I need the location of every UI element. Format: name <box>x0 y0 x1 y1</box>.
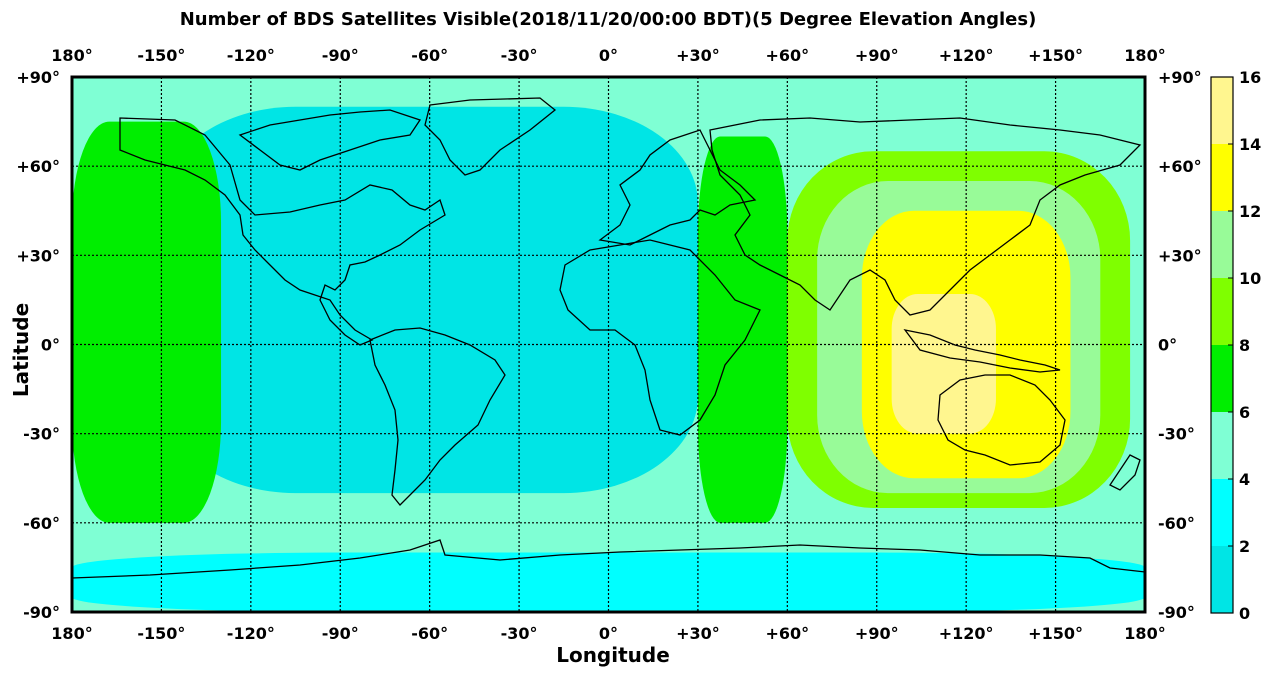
colorbar-tick-label: 16 <box>1239 68 1261 87</box>
lon-tick-label-top: 180° <box>51 46 92 65</box>
north-america-outline <box>119 117 446 346</box>
lat-tick-label-right: -90° <box>1158 603 1195 622</box>
colorbar-tick-labels: 0 2 4 6 8 10 12 14 16 <box>1228 68 1261 623</box>
lat-tick-label-right: +30° <box>1158 246 1202 265</box>
lat-tick-label-left: -90° <box>23 603 60 622</box>
lon-tick-label-top: +30° <box>676 46 720 65</box>
indonesia-outline <box>903 329 1061 373</box>
lon-tick-label-bottom: 180° <box>51 624 92 643</box>
x-axis-label: Longitude <box>556 643 670 667</box>
y-tick-labels-right: +90° +60° +30° 0° -30° -60° -90° <box>1158 68 1202 622</box>
x-tick-labels-bottom: 180° -150° -120° -90° -60° -30° 0° +30° +60° +90°… <box>51 624 1165 643</box>
antarctica-outline <box>72 539 1145 579</box>
lat-tick-label-right: -30° <box>1158 425 1195 444</box>
lon-tick-label-top: +90° <box>855 46 899 65</box>
lon-tick-label-bottom: -90° <box>322 624 359 643</box>
lon-tick-label-top: 0° <box>599 46 618 65</box>
lon-tick-label-top: +150° <box>1028 46 1083 65</box>
colorbar <box>1210 76 1234 614</box>
lon-tick-label-top: -120° <box>227 46 275 65</box>
lon-tick-label-bottom: +150° <box>1028 624 1083 643</box>
colorbar-segment <box>1211 546 1233 613</box>
lon-tick-label-top: -150° <box>137 46 185 65</box>
heatmap-region-7 <box>891 293 996 434</box>
lon-tick-label-bottom: -60° <box>411 624 448 643</box>
colorbar-segment <box>1211 77 1233 144</box>
lat-tick-label-left: +90° <box>16 68 60 87</box>
lon-tick-label-bottom: 0° <box>599 624 618 643</box>
chart-title: Number of BDS Satellites Visible(2018/11… <box>180 9 1037 30</box>
colorbar-segment <box>1211 278 1233 345</box>
lon-tick-label-top: -60° <box>411 46 448 65</box>
colorbar-tick-label: 8 <box>1239 336 1250 355</box>
lat-tick-label-right: 0° <box>1158 336 1177 355</box>
lat-tick-label-left: +60° <box>16 157 60 176</box>
lon-tick-label-bottom: 180° <box>1124 624 1165 643</box>
heatmap-region-3 <box>697 136 788 523</box>
lon-tick-label-top: 180° <box>1124 46 1165 65</box>
colorbar-tick-label: 2 <box>1239 537 1250 556</box>
lat-tick-label-left: -30° <box>23 425 60 444</box>
lat-tick-label-left: +30° <box>16 246 60 265</box>
colorbar-tick-label: 6 <box>1239 403 1250 422</box>
africa-outline <box>559 239 761 436</box>
lon-tick-label-bottom: -30° <box>501 624 538 643</box>
colorbar-tick-label: 12 <box>1239 202 1261 221</box>
colorbar-segment <box>1211 412 1233 479</box>
colorbar-segment <box>1211 345 1233 412</box>
arctic-islands-outline <box>238 109 422 171</box>
lon-tick-label-top: +120° <box>939 46 994 65</box>
south-america-outline <box>369 327 506 506</box>
lat-tick-label-right: +90° <box>1158 68 1202 87</box>
lon-tick-label-bottom: +60° <box>765 624 809 643</box>
colorbar-tick-label: 4 <box>1239 470 1250 489</box>
lat-tick-label-left: 0° <box>41 336 60 355</box>
lon-tick-label-bottom: +120° <box>939 624 994 643</box>
australia-outline <box>937 374 1066 466</box>
lon-tick-label-top: +60° <box>765 46 809 65</box>
lat-tick-label-left: -60° <box>23 514 60 533</box>
lon-tick-label-top: -90° <box>322 46 359 65</box>
graticule <box>72 77 1145 612</box>
greenland-outline <box>424 97 557 176</box>
colorbar-tick-label: 14 <box>1239 135 1261 154</box>
lat-tick-label-right: +60° <box>1158 157 1202 176</box>
europe-outline <box>598 129 757 246</box>
lon-tick-label-top: -30° <box>501 46 538 65</box>
lon-tick-label-bottom: -150° <box>137 624 185 643</box>
heatmap-region-0 <box>161 106 698 494</box>
lon-tick-label-bottom: +90° <box>855 624 899 643</box>
colorbar-segment <box>1211 479 1233 546</box>
lon-tick-label-bottom: +30° <box>676 624 720 643</box>
y-tick-labels-left: +90° +60° +30° 0° -30° -60° -90° <box>16 68 60 622</box>
x-tick-labels-top: 180° -150° -120° -90° -60° -30° 0° +30° +60° +90°… <box>51 46 1165 65</box>
colorbar-segment <box>1211 144 1233 211</box>
y-axis-label: Latitude <box>9 303 33 397</box>
map-frame <box>70 75 1147 614</box>
lat-tick-label-right: -60° <box>1158 514 1195 533</box>
heatmap-region-2 <box>72 121 222 523</box>
colorbar-tick-label: 10 <box>1239 269 1261 288</box>
new-zealand-outline <box>1109 454 1141 491</box>
colorbar-tick-label: 0 <box>1239 604 1250 623</box>
colorbar-segment <box>1211 211 1233 278</box>
lon-tick-label-bottom: -120° <box>227 624 275 643</box>
